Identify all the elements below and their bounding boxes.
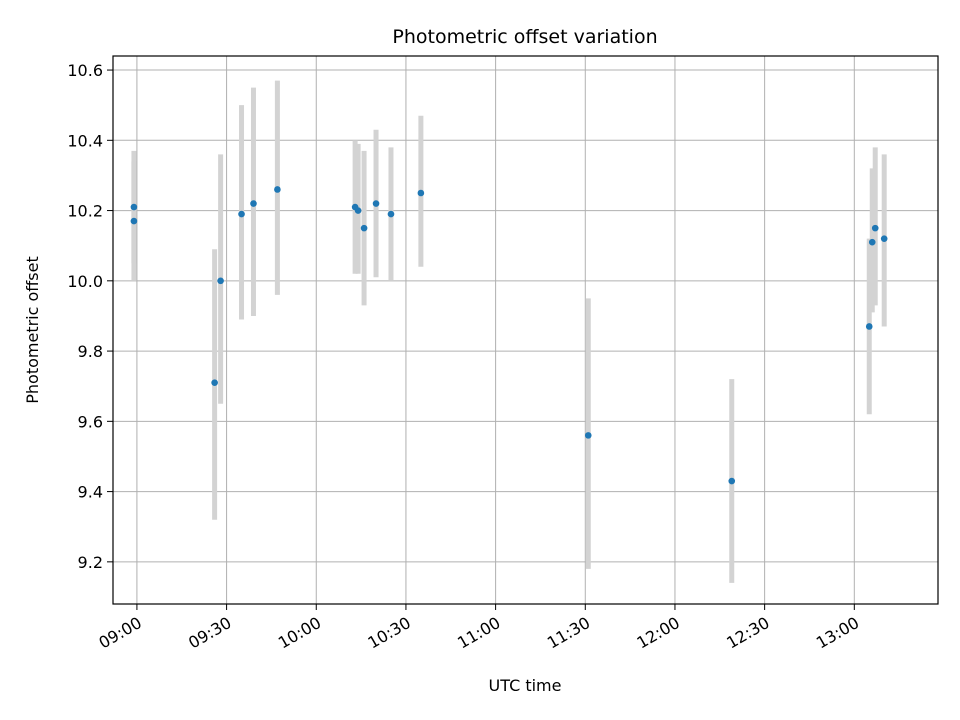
y-tick-label: 10.0 (67, 272, 103, 291)
x-tick-label: 13:00 (813, 613, 862, 653)
x-tick-label: 12:00 (634, 613, 683, 653)
x-tick-label: 09:00 (95, 613, 144, 653)
chart-title: Photometric offset variation (392, 26, 657, 48)
data-point (238, 210, 245, 218)
x-tick-label: 10:00 (275, 613, 324, 653)
data-point (865, 323, 873, 330)
data-points (130, 186, 888, 485)
y-tick-label: 9.8 (78, 342, 103, 361)
x-axis-label: UTC time (489, 676, 562, 695)
data-point (584, 432, 592, 439)
data-point (871, 224, 879, 232)
data-point (387, 210, 395, 218)
data-point (360, 224, 368, 232)
y-tick-label: 10.6 (67, 61, 103, 80)
data-point (728, 477, 736, 485)
x-tick-label: 11:00 (454, 613, 503, 653)
x-tick-label: 12:30 (723, 613, 772, 653)
y-tick-label: 10.4 (67, 131, 103, 150)
plot-frame (112, 55, 939, 605)
data-point (372, 200, 380, 207)
x-tick-label: 11:30 (544, 613, 593, 653)
data-point (130, 203, 138, 211)
data-point (354, 207, 362, 214)
y-tick-label: 9.2 (78, 553, 103, 572)
data-point (880, 235, 888, 242)
data-point (868, 238, 876, 246)
y-axis-label: Photometric offset (23, 256, 42, 404)
data-point (250, 200, 257, 207)
x-axis-ticks: 09:00 09:30 10:00 10:30 11:00 11:30 12:00 12:30… (95, 604, 862, 653)
y-tick-label: 9.4 (78, 483, 103, 502)
y-axis-ticks: 9.2 9.4 9.6 9.8 10.0 10.2 10.4 10.6 (67, 61, 113, 572)
y-tick-label: 10.2 (67, 202, 103, 221)
data-point (417, 189, 425, 197)
data-point (274, 186, 281, 193)
grid (113, 56, 938, 604)
data-point (211, 379, 218, 386)
data-point (130, 217, 138, 225)
y-tick-label: 9.6 (78, 412, 103, 431)
x-tick-label: 10:30 (365, 613, 414, 653)
error-bars (131, 80, 887, 583)
x-tick-label: 09:30 (185, 613, 234, 653)
data-point (217, 277, 224, 285)
